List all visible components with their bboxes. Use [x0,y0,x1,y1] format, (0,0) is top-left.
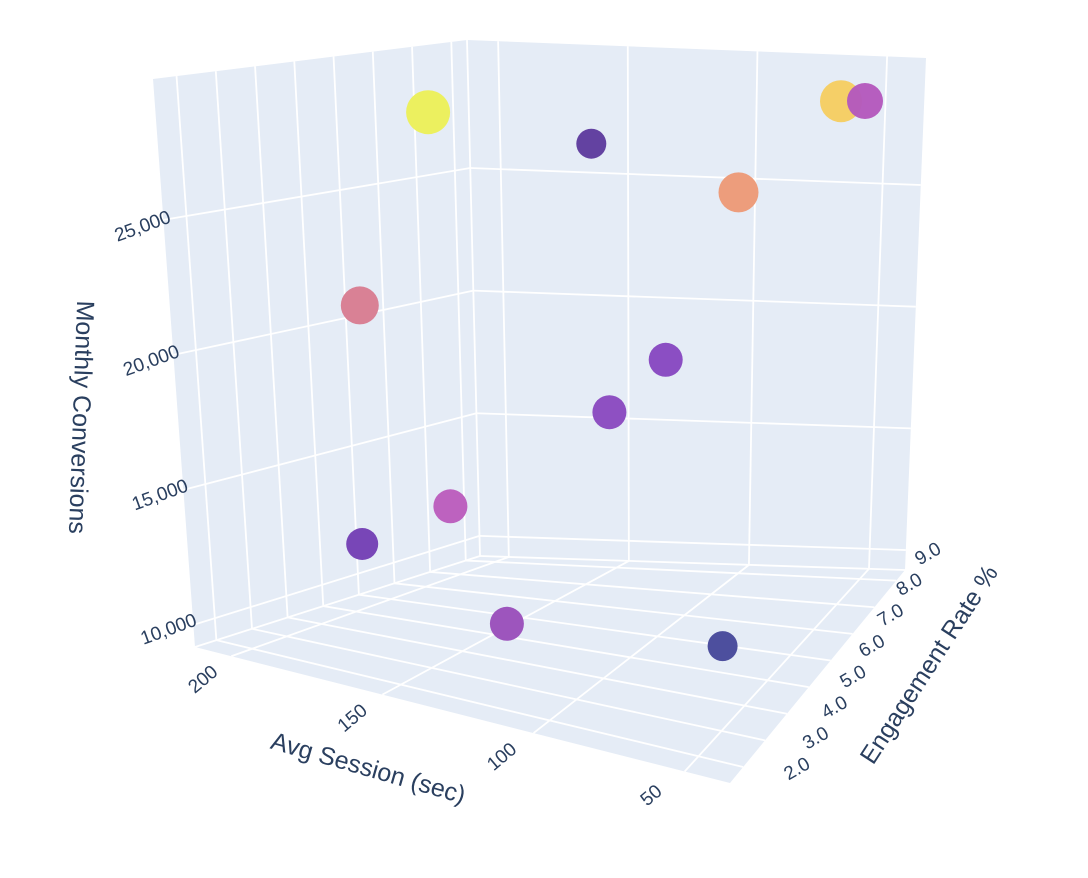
y-gridline-floor [287,616,788,715]
z-gridline-right-wall [476,412,911,430]
z-gridline-right-wall [470,167,921,186]
data-point[interactable] [489,606,524,641]
y-gridline-wall [214,71,253,629]
y-gridline-floor [358,593,831,662]
x-axis-title: Avg Session (sec) [268,727,469,809]
y-gridline-floor [394,582,853,635]
cube-back-edge [466,39,481,557]
cube-right-floor-edge [479,555,906,571]
x-tick-label: 200 [184,662,222,698]
data-point[interactable] [648,342,683,377]
z-tick-label: 15,000 [129,476,191,516]
y-tick-label: 2.0 [781,754,814,785]
x-tick-label: 150 [334,700,372,736]
z-gridline-left-wall [193,535,480,626]
y-tick-label: 6.0 [855,631,888,662]
data-point[interactable] [406,90,451,135]
y-gridline-floor [216,639,744,768]
x-gridline-floor [230,556,510,658]
y-gridline-wall [254,66,289,618]
x-gridline-floor [532,564,750,734]
data-point[interactable] [847,83,883,119]
y-gridline-wall [450,41,467,561]
z-axis-title: Monthly Conversions [63,300,99,534]
data-point[interactable] [718,172,759,213]
y-tick-label: 3.0 [799,723,832,754]
z-tick-label: 25,000 [112,207,174,247]
data-point[interactable] [340,286,379,325]
z-tick-label: 20,000 [121,341,183,381]
x-gridline-wall [626,46,630,561]
x-gridline-wall [868,56,889,569]
y-gridline-wall [411,46,432,572]
z-gridline-right-wall [473,289,916,308]
y-gridline-wall [332,56,360,595]
z-gridline-left-wall [163,167,471,221]
y-gridline-floor [465,559,897,582]
z-gridline-right-wall [479,534,906,551]
y-tick-label: 5.0 [837,661,870,692]
data-point[interactable] [346,528,379,560]
x-gridline-floor [683,568,870,773]
x-gridline-wall [748,51,759,565]
data-point[interactable] [433,489,468,524]
y-tick-label: 7.0 [874,600,907,631]
y-gridline-wall [175,76,218,641]
data-point[interactable] [592,395,627,430]
wall-panel-left [153,40,480,647]
y-gridline-floor [251,627,766,742]
y-gridline-wall [371,51,396,584]
data-point[interactable] [576,128,607,159]
z-tick-label: 10,000 [138,610,200,650]
z-gridline-left-wall [183,412,477,491]
z-gridline-left-wall [173,289,474,356]
y-gridline-wall [293,61,325,607]
x-tick-label: 50 [637,781,667,811]
y-tick-label: 9.0 [912,539,945,570]
floor-panel [195,556,905,783]
y-tick-label: 4.0 [818,692,851,723]
y-gridline-floor [323,605,809,689]
y-gridline-floor [430,571,875,609]
data-point[interactable] [707,631,738,662]
cube-left-floor-edge [194,555,481,648]
x-tick-label: 100 [483,739,521,775]
x-gridline-wall [497,41,510,557]
